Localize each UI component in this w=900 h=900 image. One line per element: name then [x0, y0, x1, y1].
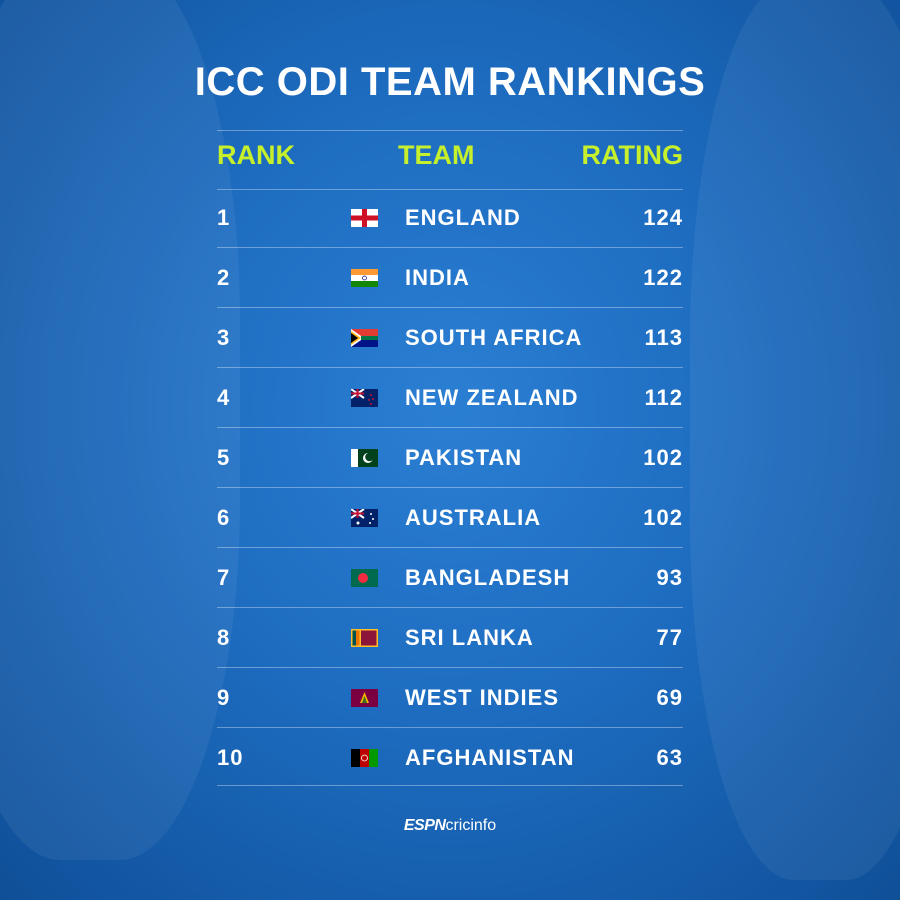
team-name: BANGLADESH: [405, 565, 571, 590]
divider: [217, 427, 683, 428]
rating: 122: [643, 265, 683, 290]
rating: 102: [643, 445, 683, 470]
rank: 10: [217, 745, 244, 770]
column-header: RANK: [217, 140, 295, 170]
column-header: RATING: [581, 140, 684, 170]
background-player: [690, 0, 900, 880]
rating: 102: [643, 505, 683, 530]
rating: 112: [644, 385, 683, 410]
rating: 77: [656, 625, 683, 650]
flag-icon: [351, 269, 378, 287]
flag: [351, 569, 378, 587]
divider: [217, 130, 683, 131]
divider: [217, 727, 683, 728]
rank: 8: [217, 625, 231, 650]
divider: [217, 189, 683, 190]
flag-icon: [351, 629, 378, 647]
team-name: AFGHANISTAN: [405, 745, 575, 770]
rank: 4: [217, 385, 231, 410]
flag-icon: [351, 329, 378, 347]
rating: 124: [643, 205, 683, 230]
flag: [351, 329, 378, 347]
flag: [351, 629, 378, 647]
logo: ESPNcricinfo: [0, 817, 900, 835]
flag: [351, 209, 378, 227]
flag: [351, 269, 378, 287]
flag: [351, 449, 378, 467]
rank: 9: [217, 685, 231, 710]
flag: [351, 749, 378, 767]
rank: 7: [217, 565, 231, 590]
rank: 2: [217, 265, 231, 290]
divider: [217, 607, 683, 608]
team-name: ENGLAND: [405, 205, 521, 230]
flag-icon: [351, 749, 378, 767]
divider: [217, 367, 683, 368]
flag: [350, 508, 378, 527]
divider: [217, 247, 683, 248]
team-name: SOUTH AFRICA: [405, 325, 583, 350]
rating: 113: [644, 325, 683, 350]
flag-icon: [351, 569, 378, 587]
rating: 93: [656, 565, 683, 590]
logo-text: cricinfo: [445, 817, 497, 834]
title: ICC ODI TEAM RANKINGS: [194, 60, 706, 104]
divider: [217, 785, 683, 786]
flag: [350, 388, 378, 407]
team-name: PAKISTAN: [405, 445, 523, 470]
flag-icon: [351, 209, 378, 227]
rank: 6: [217, 505, 231, 530]
team-name: WEST INDIES: [405, 685, 560, 710]
divider: [217, 307, 683, 308]
divider: [217, 667, 683, 668]
flag-icon: [350, 508, 378, 527]
logo-mark: ESPN: [403, 817, 446, 834]
rank: 3: [217, 325, 231, 350]
flag-icon: [351, 689, 378, 707]
column-header: TEAM: [398, 140, 475, 170]
background-player: [0, 0, 240, 860]
flag-icon: [350, 388, 378, 407]
rating: 63: [656, 745, 683, 770]
divider: [217, 487, 683, 488]
team-name: NEW ZEALAND: [405, 385, 579, 410]
flag-icon: [351, 449, 378, 467]
flag: [351, 689, 378, 707]
rank: 5: [217, 445, 231, 470]
rating: 69: [656, 685, 683, 710]
team-name: SRI LANKA: [405, 625, 534, 650]
rank: 1: [217, 205, 231, 230]
divider: [217, 547, 683, 548]
team-name: AUSTRALIA: [405, 505, 542, 530]
team-name: INDIA: [405, 265, 470, 290]
